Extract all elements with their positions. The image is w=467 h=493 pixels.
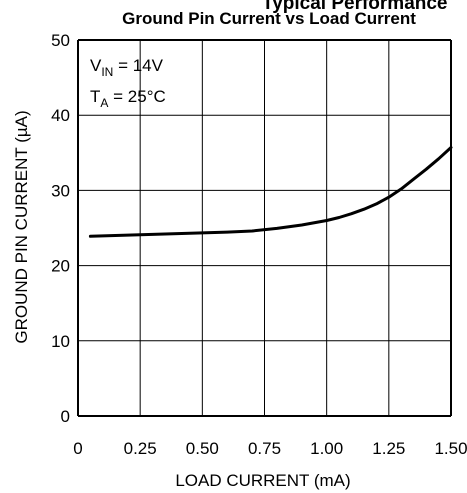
- y-axis-label: GROUND PIN CURRENT (µA): [12, 110, 31, 343]
- y-tick-label: 20: [51, 257, 70, 276]
- annotation-vin-value: = 14V: [113, 56, 163, 75]
- y-tick-label: 30: [51, 181, 70, 200]
- svg-text:TA = 25°C: TA = 25°C: [90, 87, 166, 110]
- series-group: [88, 146, 453, 238]
- chart-title: Ground Pin Current vs Load Current: [122, 9, 416, 28]
- x-tick-label: 0: [73, 439, 82, 458]
- x-tick-label: 0.25: [124, 439, 157, 458]
- annotation-ta-value: = 25°C: [108, 87, 165, 106]
- y-tick-label: 50: [51, 31, 70, 50]
- annotation-ta-symbol: T: [90, 87, 100, 106]
- annotation-ta: TA = 25°C: [90, 87, 166, 110]
- annotation-vin-symbol: V: [90, 56, 102, 75]
- tick-labels: 0 0.25 0.50 0.75 1.00 1.25 1.50 0 10 20 30 40 50: [51, 31, 467, 458]
- x-axis-label: LOAD CURRENT (mA): [175, 471, 350, 490]
- header-fragment: Typical Performance: [262, 0, 448, 14]
- x-tick-label: 0.75: [248, 439, 281, 458]
- grid: [77, 39, 452, 417]
- x-tick-label: 1.50: [434, 439, 467, 458]
- x-tick-label: 0.50: [186, 439, 219, 458]
- y-tick-label: 40: [51, 106, 70, 125]
- annotation-vin-subscript: IN: [101, 65, 113, 79]
- y-tick-label: 10: [51, 332, 70, 351]
- annotation-vin: VIN = 14V: [90, 56, 164, 79]
- svg-text:VIN = 14V: VIN = 14V: [90, 56, 164, 79]
- y-tick-label: 0: [61, 407, 70, 426]
- annotation-ta-subscript: A: [100, 96, 108, 110]
- x-tick-label: 1.25: [372, 439, 405, 458]
- x-tick-label: 1.00: [310, 439, 343, 458]
- series-line: [88, 146, 453, 238]
